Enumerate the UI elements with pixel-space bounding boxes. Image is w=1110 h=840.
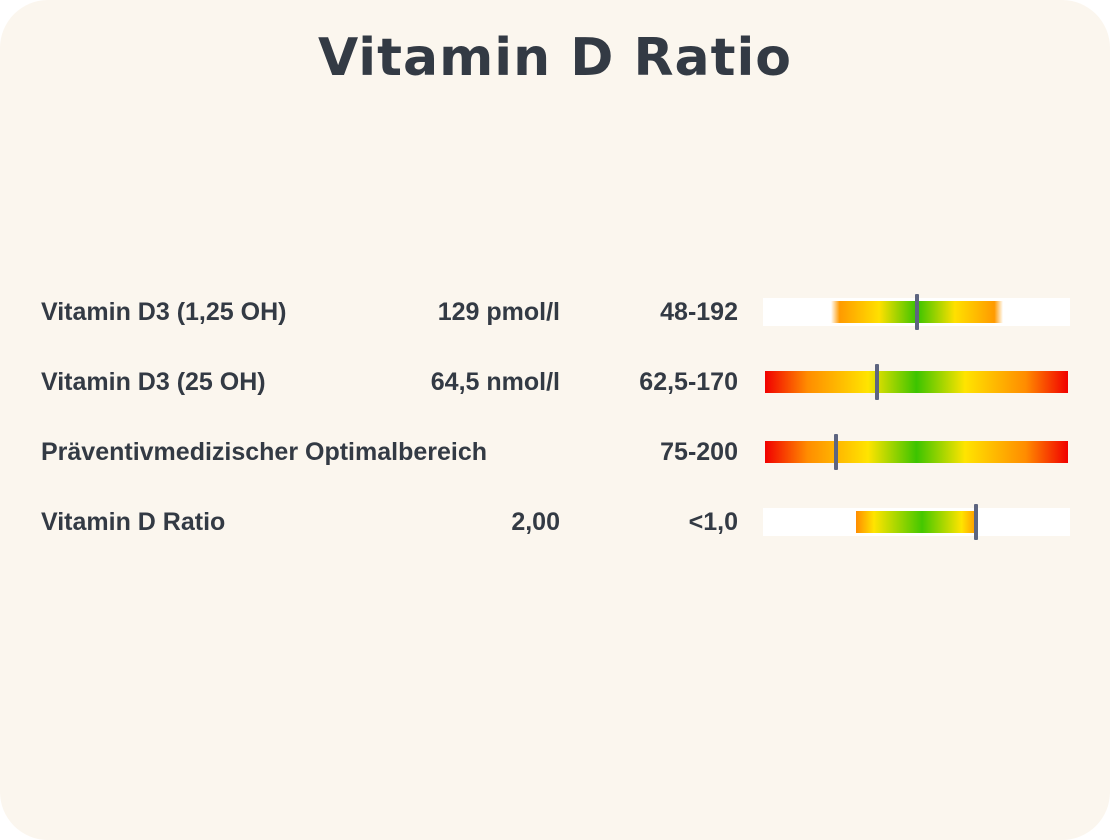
row-value: 129 pmol/l bbox=[437, 298, 560, 326]
row-label: Vitamin D3 (25 OH) bbox=[41, 368, 266, 396]
range-gauge bbox=[763, 364, 1070, 400]
range-gradient bbox=[856, 511, 976, 533]
result-row-vitamin-d-ratio: Vitamin D Ratio 2,00 <1,0 bbox=[0, 502, 1110, 542]
row-value: 64,5 nmol/l bbox=[430, 368, 560, 396]
gauge-marker bbox=[974, 504, 978, 540]
gauge-marker bbox=[834, 434, 838, 470]
range-gauge bbox=[763, 504, 1070, 540]
result-row-optimal-range: Präventivmedizischer Optimalbereich 75-2… bbox=[0, 432, 1110, 472]
row-label: Vitamin D Ratio bbox=[41, 508, 226, 536]
range-gauge bbox=[763, 434, 1070, 470]
row-reference-range: 48-192 bbox=[660, 298, 738, 326]
row-value: 2,00 bbox=[511, 508, 560, 536]
gauge-marker bbox=[915, 294, 919, 330]
page-title: Vitamin D Ratio bbox=[317, 28, 793, 88]
row-reference-range: 62,5-170 bbox=[639, 368, 738, 396]
result-row-vitamin-d3-25-oh: Vitamin D3 (25 OH) 64,5 nmol/l 62,5-170 bbox=[0, 362, 1110, 402]
result-row-vitamin-d3-1-25-oh: Vitamin D3 (1,25 OH) 129 pmol/l 48-192 bbox=[0, 292, 1110, 332]
range-gradient bbox=[765, 371, 1068, 393]
range-gradient bbox=[765, 441, 1068, 463]
row-reference-range: 75-200 bbox=[660, 438, 738, 466]
row-label: Präventivmedizischer Optimalbereich bbox=[41, 438, 488, 466]
row-reference-range: <1,0 bbox=[688, 508, 738, 536]
range-gauge bbox=[763, 294, 1070, 330]
row-label: Vitamin D3 (1,25 OH) bbox=[41, 298, 287, 326]
gauge-marker bbox=[875, 364, 879, 400]
